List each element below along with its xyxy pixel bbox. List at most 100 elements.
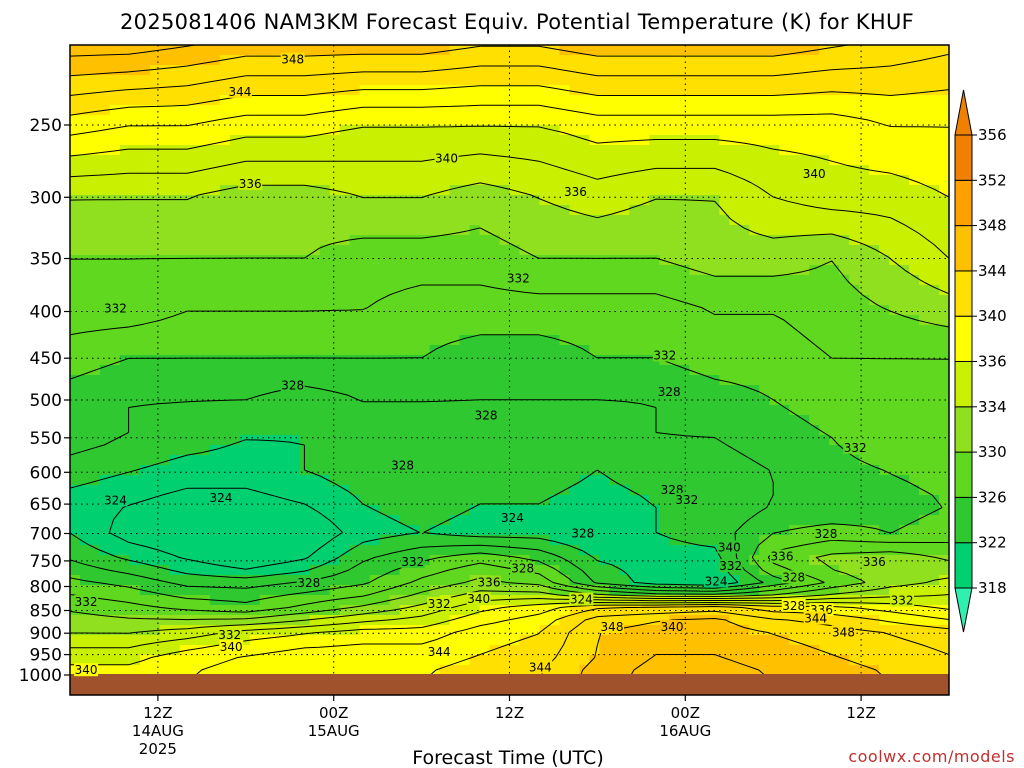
field-cell bbox=[599, 575, 610, 586]
field-cell bbox=[759, 275, 770, 286]
field-cell bbox=[849, 555, 860, 566]
field-cell bbox=[679, 395, 690, 406]
field-cell bbox=[839, 555, 850, 566]
field-cell bbox=[639, 255, 650, 266]
field-cell bbox=[599, 585, 610, 596]
field-cell bbox=[789, 395, 800, 406]
field-cell bbox=[469, 355, 481, 366]
field-cell bbox=[229, 175, 241, 186]
field-cell bbox=[299, 45, 311, 56]
field-cell bbox=[549, 245, 561, 256]
field-cell bbox=[139, 205, 151, 216]
field-cell bbox=[599, 495, 610, 506]
field-cell bbox=[329, 165, 341, 176]
field-cell bbox=[869, 495, 880, 506]
field-cell bbox=[399, 385, 411, 396]
field-cell bbox=[819, 575, 830, 586]
field-cell bbox=[929, 205, 940, 216]
field-cell bbox=[259, 95, 271, 106]
field-cell bbox=[419, 385, 431, 396]
field-cell bbox=[829, 165, 840, 176]
field-cell bbox=[829, 135, 840, 146]
field-cell bbox=[709, 565, 720, 576]
field-cell bbox=[589, 275, 600, 286]
field-cell bbox=[619, 225, 630, 236]
field-cell bbox=[899, 355, 910, 366]
field-cell bbox=[549, 45, 561, 56]
field-cell bbox=[909, 365, 920, 376]
field-cell bbox=[479, 105, 491, 116]
field-cell bbox=[279, 405, 291, 416]
field-cell bbox=[229, 205, 241, 216]
field-cell bbox=[369, 545, 381, 556]
field-cell bbox=[70, 265, 81, 276]
field-cell bbox=[189, 235, 201, 246]
field-cell bbox=[199, 255, 211, 266]
field-cell bbox=[199, 445, 211, 456]
field-cell bbox=[189, 205, 201, 216]
field-cell bbox=[359, 235, 371, 246]
field-cell bbox=[539, 115, 551, 126]
field-cell bbox=[369, 265, 381, 276]
field-cell bbox=[529, 295, 541, 306]
field-cell bbox=[779, 365, 790, 376]
field-cell bbox=[219, 255, 231, 266]
field-cell bbox=[789, 375, 800, 386]
field-cell bbox=[499, 555, 511, 566]
field-cell bbox=[279, 415, 291, 426]
field-cell bbox=[329, 455, 341, 466]
field-cell bbox=[789, 95, 800, 106]
field-cell bbox=[939, 145, 949, 156]
field-cell bbox=[779, 175, 790, 186]
field-cell bbox=[809, 85, 820, 96]
field-cell bbox=[509, 445, 521, 456]
field-cell bbox=[609, 255, 620, 266]
field-cell bbox=[819, 515, 830, 526]
field-cell bbox=[189, 285, 201, 296]
field-cell bbox=[739, 45, 750, 56]
field-cell bbox=[409, 445, 421, 456]
field-cell bbox=[919, 155, 930, 166]
field-cell bbox=[859, 305, 870, 316]
field-cell bbox=[159, 65, 171, 76]
field-cell bbox=[269, 115, 281, 126]
field-cell bbox=[339, 405, 351, 416]
field-cell bbox=[839, 175, 850, 186]
field-cell bbox=[769, 315, 780, 326]
field-cell bbox=[179, 235, 191, 246]
field-cell bbox=[319, 505, 331, 516]
field-cell bbox=[909, 195, 920, 206]
field-cell bbox=[129, 585, 141, 596]
field-cell bbox=[459, 495, 471, 506]
field-cell bbox=[369, 485, 381, 496]
field-cell bbox=[449, 465, 461, 476]
field-cell bbox=[639, 285, 650, 296]
field-cell bbox=[389, 545, 401, 556]
field-cell bbox=[829, 185, 840, 196]
field-cell bbox=[369, 305, 381, 316]
field-cell bbox=[509, 555, 521, 566]
field-cell bbox=[529, 325, 541, 336]
field-cell bbox=[749, 355, 760, 366]
field-cell bbox=[189, 455, 201, 466]
field-cell bbox=[839, 245, 850, 256]
field-cell bbox=[549, 165, 561, 176]
field-cell bbox=[709, 155, 720, 166]
field-cell bbox=[489, 265, 501, 276]
field-cell bbox=[269, 295, 281, 306]
field-cell bbox=[649, 495, 660, 506]
field-cell bbox=[279, 355, 291, 366]
field-cell bbox=[589, 145, 600, 156]
field-cell bbox=[629, 585, 640, 596]
field-cell bbox=[79, 395, 91, 406]
field-cell bbox=[179, 575, 191, 586]
field-cell bbox=[519, 45, 531, 56]
field-cell bbox=[249, 365, 261, 376]
field-cell bbox=[599, 515, 610, 526]
field-cell bbox=[709, 445, 720, 456]
field-cell bbox=[479, 455, 491, 466]
field-cell bbox=[739, 285, 750, 296]
field-cell bbox=[809, 225, 820, 236]
field-cell bbox=[199, 475, 211, 486]
field-cell bbox=[429, 335, 441, 346]
